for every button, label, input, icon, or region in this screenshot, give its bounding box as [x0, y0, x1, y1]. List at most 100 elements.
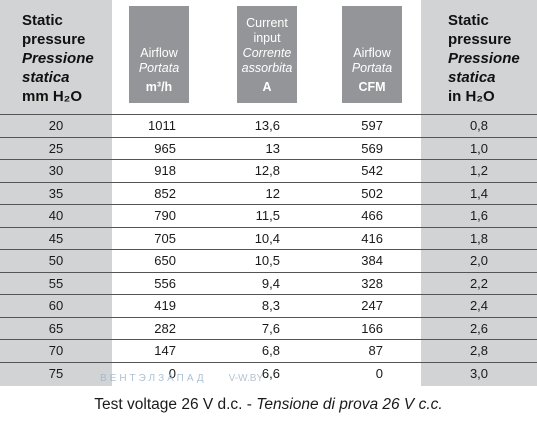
table-cell: 247 — [361, 298, 383, 313]
watermark-brand: ВЕНТЭЛЗАПАД — [100, 373, 207, 384]
watermark: ВЕНТЭЛЗАПАД V-W.BY — [100, 373, 263, 384]
table-rule — [0, 339, 537, 340]
header-unit: in H₂O — [448, 88, 495, 105]
header-static-pressure-mm: Static pressure Pressione statica mm H₂O — [22, 11, 94, 106]
header-label: pressure — [448, 31, 512, 48]
table-cell: 1,8 — [469, 230, 489, 246]
table-cell: 2,0 — [469, 253, 489, 268]
table-cell: 2,6 — [469, 320, 489, 336]
table-row: 20 1011 13,6 597 0,8 — [0, 115, 537, 137]
table-row: 25 965 13 569 1,0 — [0, 138, 537, 160]
test-voltage-caption: Test voltage 26 V d.c. - Tensione di pro… — [0, 396, 537, 414]
header-label: pressure — [22, 31, 86, 48]
table-cell: 40 — [48, 208, 64, 223]
header-unit: mm H₂O — [22, 88, 83, 105]
table-cell: 282 — [154, 320, 176, 336]
header-label: input — [253, 31, 281, 45]
table-cell: 10,4 — [254, 230, 280, 246]
header-label: Airflow — [353, 46, 391, 60]
header-label: statica — [448, 69, 496, 86]
table-cell: 597 — [361, 118, 383, 133]
table-cell: 2,2 — [469, 275, 489, 291]
table-rule — [0, 136, 537, 138]
table-cell: 50 — [48, 253, 64, 268]
table-cell: 11,5 — [255, 208, 280, 223]
table-cell: 0,8 — [469, 118, 489, 133]
header-label: Portata — [351, 61, 393, 75]
table-cell: 75 — [48, 365, 64, 381]
table-cell: 12 — [265, 185, 280, 201]
table-cell: 1,4 — [469, 185, 489, 201]
table-rule — [0, 159, 537, 160]
table-cell: 0 — [375, 365, 383, 381]
table-rule — [0, 114, 537, 115]
header-label: Static — [448, 12, 489, 29]
table-cell: 852 — [154, 185, 176, 201]
table-row: 30 918 12,8 542 1,2 — [0, 160, 537, 182]
table-cell: 569 — [361, 140, 383, 156]
table-cell: 30 — [48, 163, 64, 178]
table-cell: 918 — [154, 163, 176, 178]
performance-table: Static pressure Pressione statica mm H₂O… — [0, 0, 537, 386]
header-airflow-m3h: Airflow Portata m³/h — [129, 6, 189, 103]
table-row: 45 705 10,4 416 1,8 — [0, 228, 537, 250]
table-row: 60 419 8,3 247 2,4 — [0, 295, 537, 317]
table-cell: 70 — [48, 343, 64, 358]
header-label: Portata — [138, 61, 180, 75]
table-cell: 87 — [368, 343, 383, 358]
header-label: Airflow — [140, 46, 178, 60]
table-cell: 65 — [48, 320, 64, 336]
table-cell: 9,4 — [261, 275, 280, 291]
table-cell: 1,6 — [469, 208, 489, 223]
table-rule — [0, 226, 537, 228]
header-unit: CFM — [358, 80, 386, 94]
table-cell: 10,5 — [254, 253, 280, 268]
header-current-input: Current input Corrente assorbita A — [237, 6, 297, 103]
table-cell: 3,0 — [469, 365, 489, 381]
table-cell: 166 — [361, 320, 383, 336]
caption-text: Test voltage 26 V d.c. - — [94, 396, 257, 413]
table-row: 75 0 6,6 0 3,0 — [0, 363, 537, 385]
table-cell: 328 — [361, 275, 383, 291]
table-row: 55 556 9,4 328 2,2 — [0, 273, 537, 295]
watermark-url: V-W.BY — [228, 373, 264, 384]
table-cell: 45 — [48, 230, 64, 246]
table-row: 65 282 7,6 166 2,6 — [0, 318, 537, 340]
table-cell: 542 — [361, 163, 383, 178]
header-label: assorbita — [241, 61, 293, 75]
table-cell: 7,6 — [261, 320, 280, 336]
table-cell: 466 — [361, 208, 383, 223]
table-row: 50 650 10,5 384 2,0 — [0, 250, 537, 272]
header-label: Current — [246, 16, 288, 30]
table-cell: 556 — [154, 275, 176, 291]
table-cell: 0 — [168, 365, 176, 381]
table-cell: 790 — [154, 208, 176, 223]
table-cell: 384 — [361, 253, 383, 268]
header-label: statica — [22, 69, 70, 86]
table-cell: 2,8 — [469, 343, 489, 358]
table-cell: 6,8 — [261, 343, 280, 358]
header-label: Static — [22, 12, 63, 29]
table-rule — [0, 181, 537, 183]
header-airflow-cfm: Airflow Portata CFM — [342, 6, 402, 103]
table-cell: 705 — [154, 230, 176, 246]
table-cell: 6,6 — [261, 365, 280, 381]
header-label: Corrente — [242, 46, 292, 60]
table-row: 35 852 12 502 1,4 — [0, 183, 537, 205]
table-cell: 13 — [265, 140, 280, 156]
table-cell: 1011 — [148, 118, 176, 133]
table-cell: 502 — [361, 185, 383, 201]
table-rule — [0, 204, 537, 205]
table-cell: 419 — [154, 298, 176, 313]
table-cell: 965 — [154, 140, 176, 156]
table-cell: 25 — [48, 140, 64, 156]
table-rule — [0, 271, 537, 273]
table-cell: 13,6 — [254, 118, 280, 133]
table-cell: 147 — [154, 343, 176, 358]
table-rule — [0, 316, 537, 318]
caption-text-italic: Tensione di prova 26 V c.c. — [256, 396, 443, 413]
table-rule — [0, 361, 537, 363]
table-cell: 650 — [154, 253, 176, 268]
header-label: Pressione — [22, 50, 94, 67]
table-cell: 2,4 — [469, 298, 489, 313]
